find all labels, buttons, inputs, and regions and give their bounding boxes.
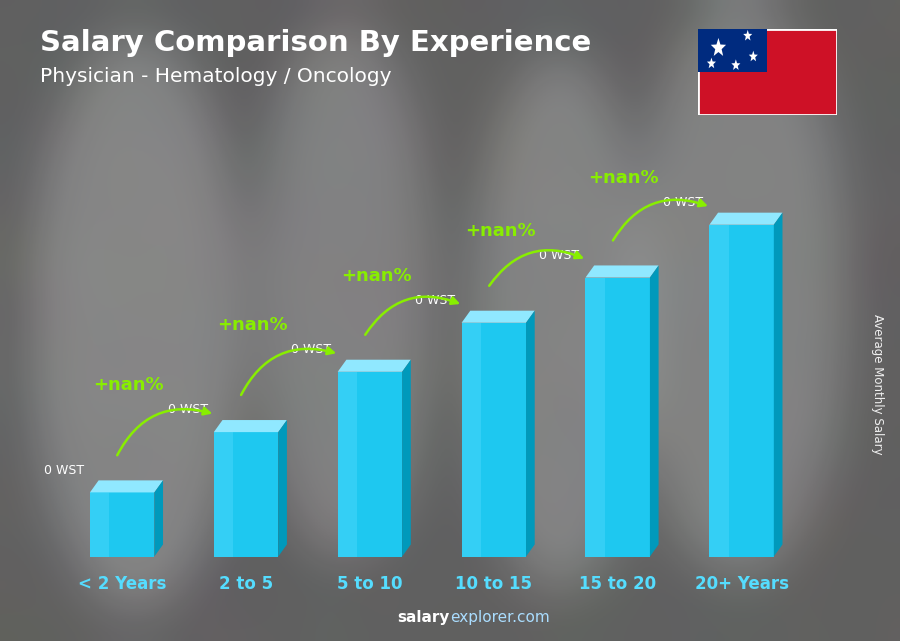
Text: 0 WST: 0 WST: [539, 249, 580, 262]
Polygon shape: [526, 311, 535, 556]
Text: explorer.com: explorer.com: [450, 610, 550, 625]
Polygon shape: [338, 372, 402, 556]
Polygon shape: [462, 311, 535, 323]
Polygon shape: [278, 420, 287, 556]
Polygon shape: [698, 29, 767, 72]
Text: +nan%: +nan%: [589, 169, 659, 187]
Polygon shape: [650, 265, 659, 556]
Text: Average Monthly Salary: Average Monthly Salary: [871, 314, 884, 455]
Text: +nan%: +nan%: [93, 376, 164, 394]
Polygon shape: [338, 360, 410, 372]
Polygon shape: [749, 51, 758, 62]
Polygon shape: [90, 480, 163, 492]
Text: 0 WST: 0 WST: [167, 403, 208, 416]
Text: salary: salary: [398, 610, 450, 625]
Polygon shape: [214, 432, 278, 556]
Text: Physician - Hematology / Oncology: Physician - Hematology / Oncology: [40, 67, 392, 87]
Polygon shape: [743, 30, 752, 40]
Polygon shape: [586, 278, 605, 556]
Polygon shape: [155, 480, 163, 556]
Polygon shape: [586, 278, 650, 556]
Polygon shape: [462, 323, 526, 556]
Polygon shape: [706, 58, 716, 68]
Text: +nan%: +nan%: [464, 222, 536, 240]
Text: 0 WST: 0 WST: [43, 463, 84, 477]
Polygon shape: [709, 225, 729, 556]
Polygon shape: [402, 360, 410, 556]
Polygon shape: [774, 213, 782, 556]
Polygon shape: [709, 225, 774, 556]
Polygon shape: [709, 213, 782, 225]
Polygon shape: [90, 492, 109, 556]
Polygon shape: [698, 29, 837, 115]
Text: 0 WST: 0 WST: [415, 294, 455, 307]
Polygon shape: [90, 492, 155, 556]
Polygon shape: [214, 420, 287, 432]
Polygon shape: [732, 60, 741, 70]
Polygon shape: [462, 323, 481, 556]
Text: +nan%: +nan%: [217, 316, 287, 334]
Polygon shape: [711, 38, 726, 56]
Polygon shape: [586, 265, 659, 278]
Text: +nan%: +nan%: [341, 267, 411, 285]
Text: Salary Comparison By Experience: Salary Comparison By Experience: [40, 29, 592, 57]
Text: 0 WST: 0 WST: [663, 196, 703, 209]
Polygon shape: [338, 372, 357, 556]
Polygon shape: [214, 432, 233, 556]
Text: 0 WST: 0 WST: [292, 343, 331, 356]
